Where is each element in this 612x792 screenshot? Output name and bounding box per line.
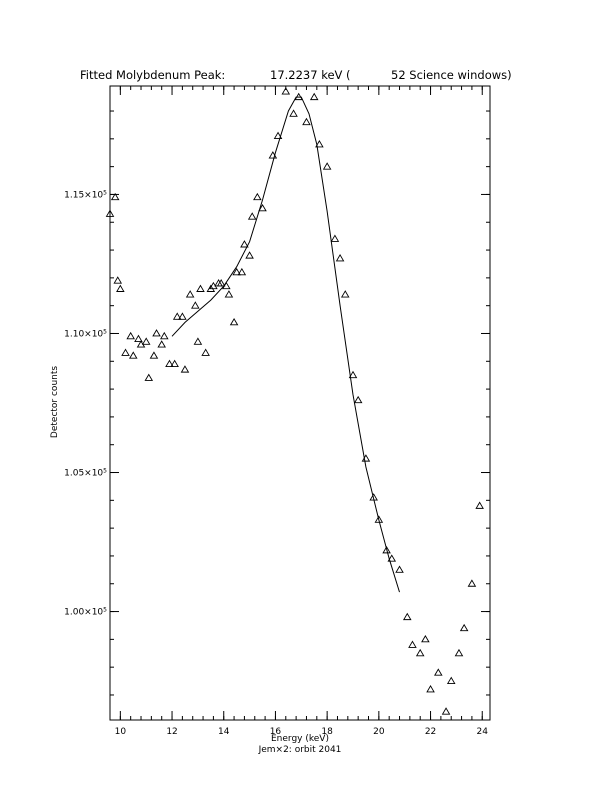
data-point-triangle — [149, 351, 159, 359]
data-point-triangle — [141, 337, 151, 345]
chart-caption: Jem×2: orbit 2041 — [258, 745, 342, 755]
y-tick-labels: 1.00×105 1.05×105 1.10×105 1.15×105 — [64, 189, 107, 618]
x-tick-label: 24 — [477, 727, 489, 737]
data-point-triangle — [245, 251, 254, 259]
data-point-triangle — [374, 515, 384, 523]
data-point-triangle — [335, 254, 345, 262]
x-tick-label: 14 — [218, 727, 230, 737]
data-point-triangle — [201, 348, 210, 356]
data-point-triangle — [193, 337, 203, 345]
data-point-triangle — [237, 267, 247, 276]
data-point-triangle — [196, 284, 205, 292]
data-point-triangle — [441, 707, 451, 715]
data-point-triangle — [408, 640, 417, 648]
data-points — [105, 87, 484, 715]
data-point-triangle — [191, 301, 200, 309]
data-point-triangle — [229, 317, 239, 326]
data-point-triangle — [105, 209, 115, 217]
x-tick-label: 12 — [166, 727, 177, 737]
data-point-triangle — [144, 373, 154, 381]
data-point-triangle — [434, 668, 443, 676]
data-point-triangle — [170, 359, 179, 368]
x-tick-label: 18 — [321, 727, 333, 737]
x-tick-labels: 10 12 14 16 18 20 22 24 — [115, 727, 489, 737]
data-point-triangle — [467, 579, 477, 587]
data-point-triangle — [348, 370, 358, 379]
data-point-triangle — [113, 276, 123, 284]
data-point-triangle — [415, 648, 425, 657]
data-point-triangle — [224, 290, 234, 298]
chart-title-energy: 17.2237 keV ( — [270, 68, 351, 82]
data-point-triangle — [302, 117, 311, 126]
fitted-peak-curve — [171, 96, 400, 593]
data-point-triangle — [421, 634, 430, 643]
data-point-triangle — [268, 151, 278, 159]
data-point-triangle — [185, 290, 195, 298]
data-point-triangle — [121, 348, 130, 356]
y-tick-label: 1.10×105 — [64, 328, 107, 340]
data-point-triangle — [116, 284, 125, 292]
data-point-triangle — [353, 395, 363, 404]
x-tick-label: 10 — [115, 727, 127, 737]
x-tick-label: 16 — [270, 727, 282, 737]
data-point-triangle — [402, 612, 412, 621]
data-point-triangle — [134, 334, 143, 342]
data-point-triangle — [315, 140, 324, 148]
data-point-triangle — [222, 281, 231, 290]
data-point-triangle — [247, 212, 257, 220]
data-point-triangle — [126, 331, 135, 340]
data-point-triangle — [128, 351, 138, 359]
data-point-triangle — [172, 312, 182, 320]
data-point-triangle — [330, 234, 340, 242]
data-point-triangle — [165, 359, 174, 368]
data-point-triangle — [322, 162, 332, 170]
data-point-triangle — [426, 685, 435, 693]
plot-frame — [109, 85, 491, 721]
data-point-triangle — [281, 87, 291, 95]
data-point-triangle — [152, 329, 161, 337]
data-point-triangle — [157, 340, 166, 348]
data-point-triangle — [289, 109, 298, 117]
axis-ticks — [109, 86, 490, 720]
y-tick-label: 1.15×105 — [64, 189, 107, 201]
data-point-triangle — [459, 623, 469, 632]
chart-title-label: Fitted Molybdenum Peak: — [80, 68, 225, 82]
data-point-triangle — [253, 192, 262, 201]
data-point-triangle — [361, 454, 371, 462]
data-point-triangle — [340, 290, 350, 298]
y-tick-label: 1.00×105 — [64, 606, 107, 618]
data-point-triangle — [178, 312, 187, 320]
data-point-triangle — [110, 192, 120, 201]
x-axis-label: Energy (keV) — [271, 734, 329, 744]
data-point-triangle — [395, 565, 404, 573]
data-point-triangle — [369, 493, 378, 501]
data-point-triangle — [180, 365, 190, 373]
data-point-triangle — [382, 545, 391, 554]
data-point-triangle — [232, 267, 241, 276]
x-tick-label: 20 — [373, 727, 385, 737]
data-point-triangle — [387, 554, 397, 562]
data-point-triangle — [216, 279, 226, 287]
data-point-triangle — [273, 131, 283, 140]
data-point-triangle — [446, 676, 456, 685]
data-point-triangle — [258, 203, 267, 212]
x-tick-label: 22 — [425, 727, 436, 737]
y-axis-label: Detector counts — [50, 366, 60, 438]
data-point-triangle — [475, 501, 484, 509]
data-point-triangle — [309, 92, 319, 101]
data-point-triangle — [160, 331, 169, 340]
data-point-triangle — [240, 240, 249, 248]
y-tick-label: 1.05×105 — [64, 467, 107, 479]
chart-title-windows: 52 Science windows) — [391, 68, 512, 82]
data-point-triangle — [294, 92, 303, 101]
data-point-triangle — [454, 648, 464, 657]
